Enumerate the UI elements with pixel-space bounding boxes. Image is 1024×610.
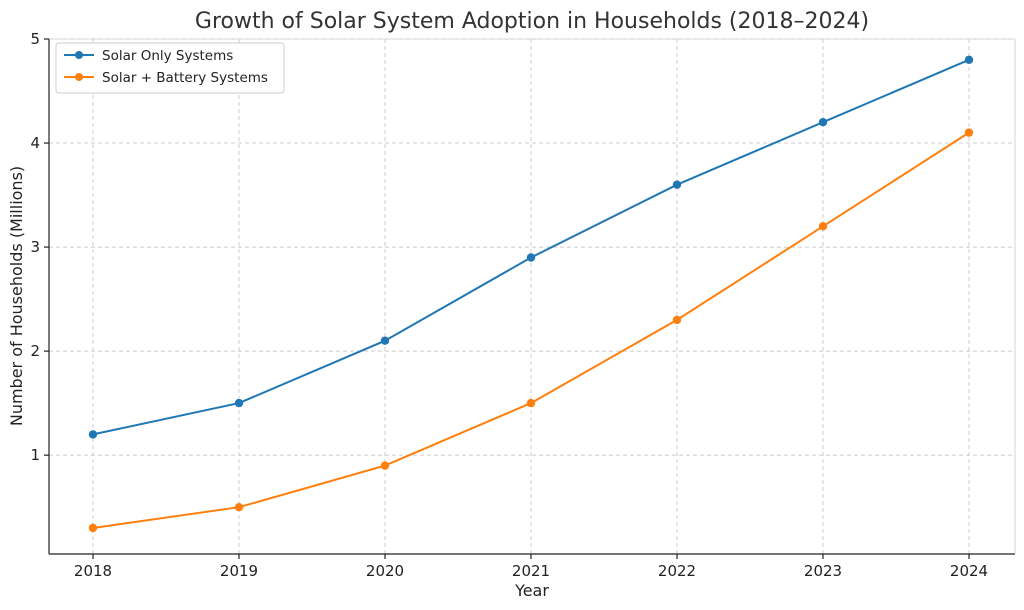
series-solar-battery — [88, 128, 974, 533]
grid — [49, 38, 1015, 554]
data-point-solar-only-2019 — [234, 398, 244, 408]
legend: Solar Only Systems Solar + Battery Syste… — [55, 42, 285, 94]
legend-box — [55, 42, 285, 94]
legend-entry-solar-only: Solar Only Systems — [64, 48, 233, 64]
data-point-solar-only-2020 — [380, 336, 390, 345]
x-tick-label-2021: 2021 — [512, 562, 550, 580]
legend-entry-solar-battery: Solar + Battery Systems — [64, 70, 268, 86]
data-point-solar-only-2021 — [526, 253, 536, 262]
y-tick-label-5: 5 — [30, 30, 40, 48]
x-tick-label-2019: 2019 — [220, 562, 258, 580]
chart-title: Growth of Solar System Adoption in House… — [195, 9, 869, 34]
legend-label-solar-only: Solar Only Systems — [102, 48, 233, 64]
legend-marker-solar-only — [75, 51, 83, 59]
y-axis-label: Number of Households (Millions) — [7, 166, 26, 426]
x-tick-label-2023: 2023 — [804, 562, 842, 580]
data-point-solar-only-2022 — [672, 180, 682, 189]
y-tick-label-3: 3 — [30, 238, 40, 256]
legend-label-solar-battery: Solar + Battery Systems — [102, 70, 268, 86]
data-point-solar-only-2023 — [818, 118, 828, 127]
x-tick-label-2024: 2024 — [950, 562, 988, 580]
data-point-solar-battery-2024 — [964, 128, 974, 137]
y-ticks: 1 2 3 4 5 — [30, 30, 49, 464]
data-point-solar-battery-2023 — [818, 222, 828, 231]
data-point-solar-only-2024 — [964, 55, 974, 64]
data-point-solar-battery-2019 — [234, 503, 244, 512]
series — [88, 55, 974, 533]
x-tick-label-2020: 2020 — [366, 562, 404, 580]
x-axis-label: Year — [514, 581, 549, 600]
data-point-solar-battery-2018 — [88, 523, 98, 533]
data-point-solar-battery-2021 — [526, 398, 536, 408]
legend-marker-solar-battery — [75, 73, 83, 81]
x-ticks: 2018 2019 2020 2021 2022 2023 2024 — [74, 554, 988, 580]
data-point-solar-battery-2022 — [672, 315, 682, 325]
series-solar-only — [88, 55, 974, 439]
y-tick-label-4: 4 — [30, 134, 40, 152]
data-point-solar-only-2018 — [88, 430, 98, 439]
x-tick-label-2022: 2022 — [658, 562, 696, 580]
y-tick-label-1: 1 — [30, 446, 40, 464]
axes — [48, 38, 1016, 555]
x-tick-label-2018: 2018 — [74, 562, 112, 580]
data-point-solar-battery-2020 — [380, 461, 390, 470]
y-tick-label-2: 2 — [30, 342, 40, 360]
